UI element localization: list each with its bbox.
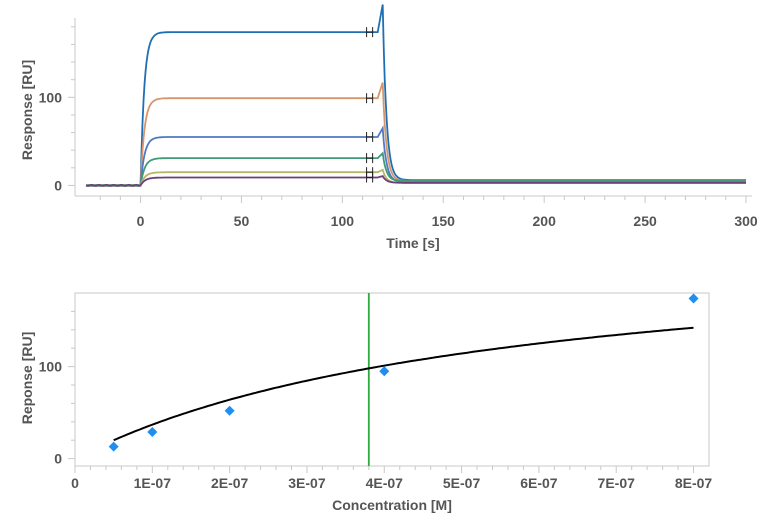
sensorgram-series-line xyxy=(85,82,746,187)
x-tick-label: 4E-07 xyxy=(366,475,404,491)
x-tick-label: 5E-07 xyxy=(443,475,481,491)
data-point xyxy=(379,366,390,377)
x-tick-label: 0 xyxy=(137,213,145,229)
x-tick-label: 2E-07 xyxy=(211,475,249,491)
affinity-y-ticks: 0 100 xyxy=(39,310,75,467)
data-point xyxy=(147,426,158,437)
x-tick-label: 1E-07 xyxy=(134,475,172,491)
sensorgram-x-ticks: 0 50 100 150 200 250 300 xyxy=(99,196,758,229)
x-tick-label: 0 xyxy=(71,475,79,491)
y-tick-label: 100 xyxy=(39,359,63,375)
sensorgram-y-label: Response [RU] xyxy=(19,60,35,160)
affinity-y-label: Reponse [RU] xyxy=(19,332,35,425)
sensorgram-y-ticks: 0 100 xyxy=(39,26,75,193)
affinity-x-ticks: 0 1E-07 2E-07 3E-07 4E-07 5E-07 6E-07 7E-07 8E-0… xyxy=(71,466,712,491)
data-point xyxy=(224,405,235,416)
x-tick-label: 250 xyxy=(633,213,657,229)
x-tick-label: 8E-07 xyxy=(675,475,713,491)
x-tick-label: 300 xyxy=(734,213,758,229)
x-tick-label: 150 xyxy=(432,213,456,229)
y-tick-label: 0 xyxy=(54,451,62,467)
y-tick-label: 0 xyxy=(54,177,62,193)
sensorgram-series-line xyxy=(86,151,746,187)
affinity-chart: 0 100 0 1E-07 2E-07 3E-07 4E-07 5E-07 6E-07 7E-0… xyxy=(19,292,712,513)
x-tick-label: 200 xyxy=(533,213,557,229)
x-tick-label: 100 xyxy=(331,213,355,229)
y-tick-label: 100 xyxy=(39,89,63,105)
sensorgram-series xyxy=(85,4,746,187)
sensorgram-x-label: Time [s] xyxy=(386,235,439,251)
data-point xyxy=(108,441,119,452)
x-tick-label: 7E-07 xyxy=(598,475,636,491)
affinity-x-label: Concentration [M] xyxy=(332,497,452,513)
x-tick-label: 6E-07 xyxy=(520,475,558,491)
fit-curve xyxy=(113,326,694,442)
affinity-plot-area xyxy=(108,293,699,466)
x-tick-label: 50 xyxy=(234,213,250,229)
sensorgram-chart: 0 100 0 50 100 150 200 250 300 Time [s] Respons… xyxy=(19,4,758,251)
affinity-plot-frame xyxy=(74,292,710,467)
data-point xyxy=(688,293,699,304)
sensorgram-series-line xyxy=(85,175,746,187)
x-tick-label: 3E-07 xyxy=(288,475,326,491)
